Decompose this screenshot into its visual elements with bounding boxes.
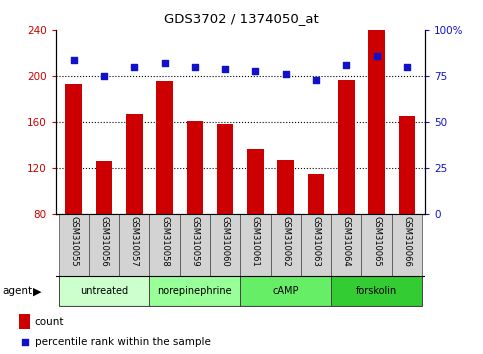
Point bbox=[312, 77, 320, 82]
Bar bbox=[247, 149, 264, 214]
Point bbox=[342, 62, 350, 68]
Point bbox=[221, 66, 229, 72]
Text: GSM310063: GSM310063 bbox=[312, 216, 321, 267]
Text: GSM310064: GSM310064 bbox=[342, 216, 351, 267]
Point bbox=[70, 57, 78, 62]
Text: GSM310061: GSM310061 bbox=[251, 216, 260, 267]
Bar bbox=[361, 214, 392, 276]
Bar bbox=[186, 121, 203, 214]
Bar bbox=[126, 114, 142, 214]
Point bbox=[130, 64, 138, 70]
Bar bbox=[65, 84, 82, 214]
Bar bbox=[119, 214, 149, 276]
Bar bbox=[96, 161, 113, 214]
Text: untreated: untreated bbox=[80, 286, 128, 296]
Point bbox=[191, 64, 199, 70]
Text: count: count bbox=[35, 318, 64, 327]
Bar bbox=[277, 160, 294, 214]
Text: GSM310060: GSM310060 bbox=[221, 216, 229, 267]
Bar bbox=[338, 80, 355, 214]
Point bbox=[403, 64, 411, 70]
Bar bbox=[156, 81, 173, 214]
Text: ▶: ▶ bbox=[33, 286, 42, 296]
Bar bbox=[89, 214, 119, 276]
Bar bbox=[331, 276, 422, 306]
Text: percentile rank within the sample: percentile rank within the sample bbox=[35, 337, 211, 347]
Text: GSM310056: GSM310056 bbox=[99, 216, 109, 267]
Bar bbox=[149, 214, 180, 276]
Text: GSM310059: GSM310059 bbox=[190, 216, 199, 267]
Text: GSM310066: GSM310066 bbox=[402, 216, 412, 267]
Text: norepinephrine: norepinephrine bbox=[157, 286, 232, 296]
Text: GSM310055: GSM310055 bbox=[69, 216, 78, 267]
Bar bbox=[398, 116, 415, 214]
Bar bbox=[368, 30, 385, 214]
Bar bbox=[58, 214, 89, 276]
Point bbox=[373, 53, 381, 59]
Text: GSM310057: GSM310057 bbox=[130, 216, 139, 267]
Bar bbox=[58, 276, 149, 306]
Bar bbox=[210, 214, 241, 276]
Bar bbox=[19, 314, 30, 329]
Text: GSM310062: GSM310062 bbox=[281, 216, 290, 267]
Point bbox=[100, 73, 108, 79]
Text: forskolin: forskolin bbox=[356, 286, 397, 296]
Bar bbox=[217, 124, 233, 214]
Bar bbox=[331, 214, 361, 276]
Point bbox=[282, 72, 290, 77]
Bar bbox=[180, 214, 210, 276]
Point bbox=[252, 68, 259, 73]
Bar bbox=[270, 214, 301, 276]
Point bbox=[161, 61, 169, 66]
Bar bbox=[241, 214, 270, 276]
Bar bbox=[241, 276, 331, 306]
Text: GDS3702 / 1374050_at: GDS3702 / 1374050_at bbox=[164, 12, 319, 25]
Text: cAMP: cAMP bbox=[272, 286, 299, 296]
Bar bbox=[301, 214, 331, 276]
Bar bbox=[392, 214, 422, 276]
Text: GSM310058: GSM310058 bbox=[160, 216, 169, 267]
Bar bbox=[308, 174, 325, 214]
Point bbox=[21, 339, 29, 345]
Bar bbox=[149, 276, 241, 306]
Text: GSM310065: GSM310065 bbox=[372, 216, 381, 267]
Text: agent: agent bbox=[2, 286, 32, 296]
